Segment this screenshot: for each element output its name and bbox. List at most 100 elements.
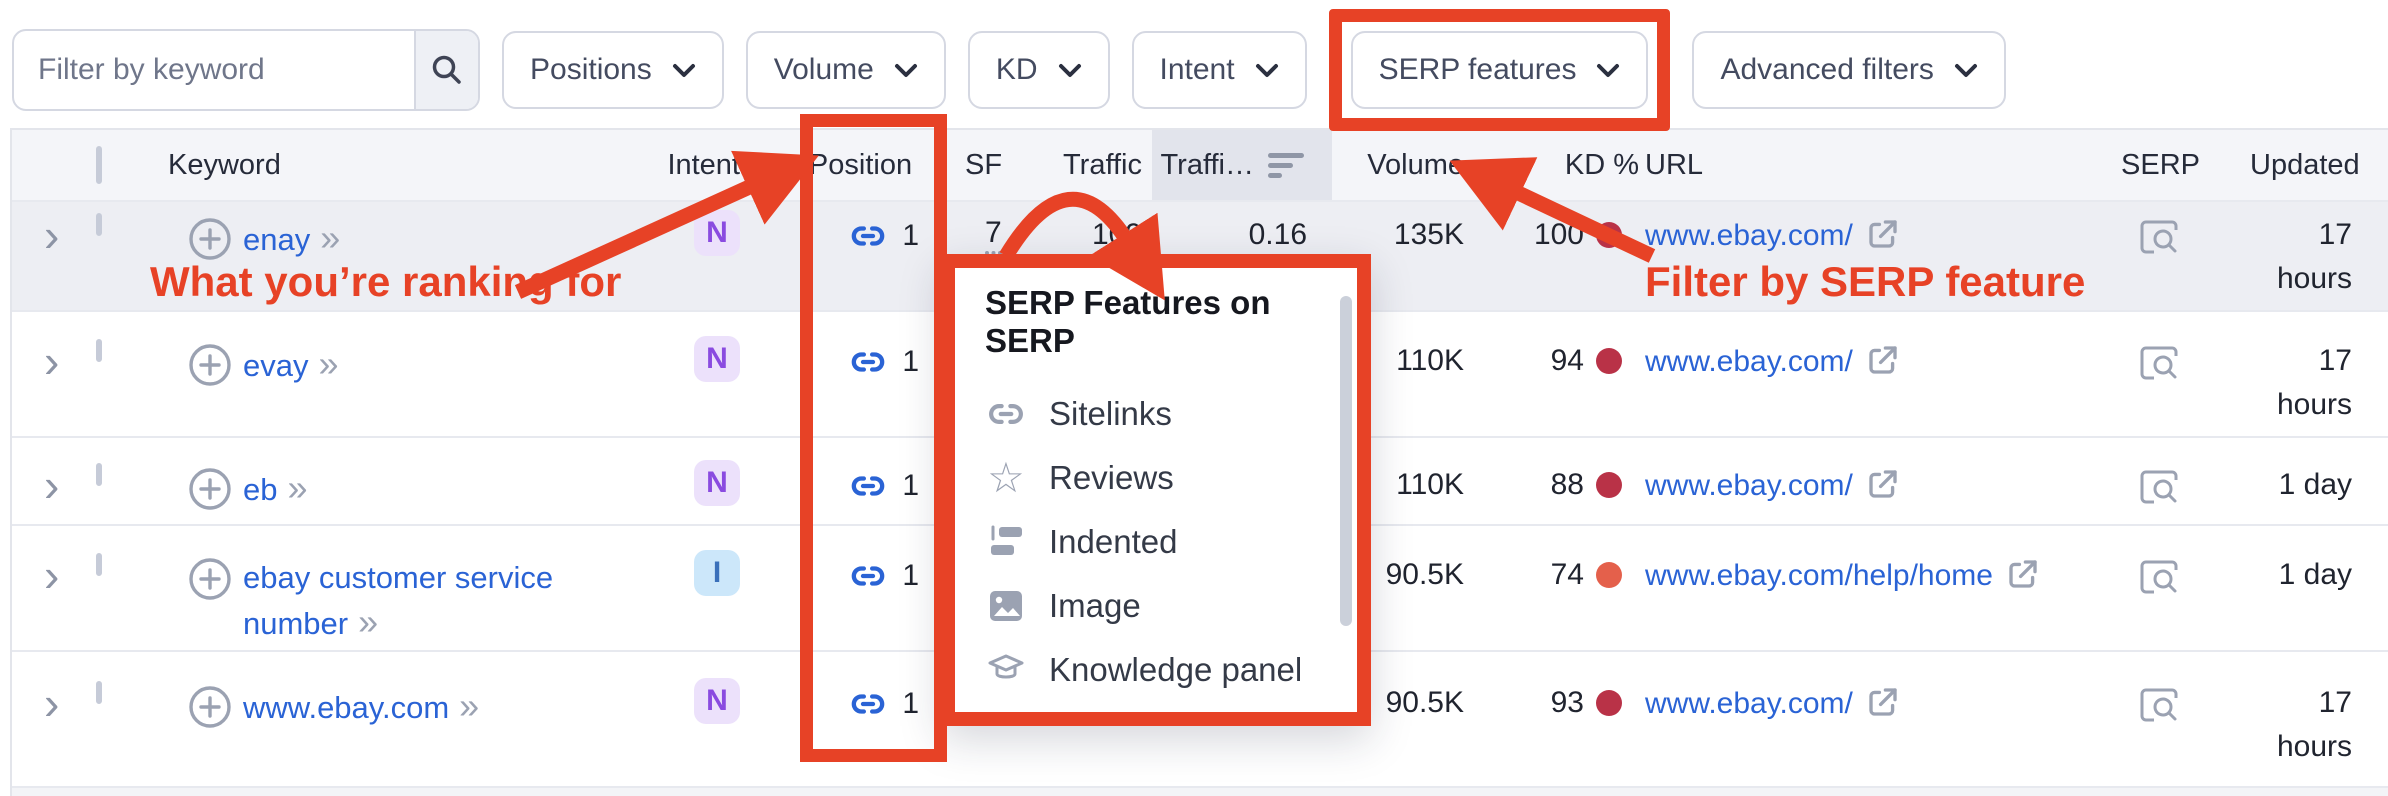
kd-value: 88 xyxy=(1550,468,1584,501)
external-link-icon[interactable] xyxy=(1865,466,1901,502)
popup-scrollbar[interactable] xyxy=(1340,296,1352,626)
keyword-link[interactable]: enay xyxy=(243,222,311,257)
row-checkbox[interactable] xyxy=(96,213,102,236)
header-traffic[interactable]: Traffic xyxy=(1063,148,1142,181)
add-keyword-icon[interactable] xyxy=(187,466,233,512)
intent-badge: I xyxy=(694,550,740,596)
header-sf[interactable]: SF xyxy=(965,148,1003,181)
header-position[interactable]: Position xyxy=(808,148,913,181)
external-link-icon[interactable] xyxy=(1865,342,1901,378)
url-link[interactable]: www.ebay.com/ xyxy=(1645,219,1853,252)
sitelinks-icon xyxy=(989,404,1023,424)
search-button[interactable] xyxy=(414,31,478,109)
updated-value: 17 hours xyxy=(2276,344,2352,421)
kd-dropdown[interactable]: KD xyxy=(967,31,1110,109)
kd-value: 74 xyxy=(1550,558,1584,591)
sitelinks-position-icon xyxy=(852,226,885,246)
popup-item-label: Image xyxy=(1049,587,1141,624)
keyword-filter-input[interactable] xyxy=(14,31,414,109)
expand-row-chevron[interactable]: › xyxy=(44,549,60,601)
add-keyword-icon[interactable] xyxy=(187,342,233,388)
row-checkbox[interactable] xyxy=(96,463,102,486)
expand-row-chevron[interactable]: › xyxy=(44,677,60,729)
position-value[interactable]: 1 xyxy=(902,559,919,592)
header-updated[interactable]: Updated xyxy=(2250,148,2360,181)
header-traffic-sorted[interactable]: Traffi… xyxy=(1152,130,1332,200)
sitelinks-position-icon xyxy=(852,566,885,586)
header-kd[interactable]: KD % xyxy=(1564,148,1639,181)
header-checkbox-cell xyxy=(88,145,160,184)
external-link-icon[interactable] xyxy=(1865,684,1901,720)
popup-item-label: Reviews xyxy=(1049,459,1174,496)
volume-dropdown-label: Volume xyxy=(773,53,874,86)
view-serp-icon[interactable] xyxy=(2136,684,2182,726)
position-value[interactable]: 1 xyxy=(902,345,919,378)
kd-dot xyxy=(1596,562,1622,588)
header-volume[interactable]: Volume xyxy=(1367,148,1464,181)
expand-row-chevron[interactable]: › xyxy=(44,209,60,261)
kd-dot xyxy=(1596,348,1622,374)
serp-features-dropdown-label: SERP features xyxy=(1378,53,1577,86)
kd-value: 94 xyxy=(1550,344,1584,377)
url-link[interactable]: www.ebay.com/ xyxy=(1645,687,1853,720)
url-link[interactable]: www.ebay.com/ xyxy=(1645,469,1853,502)
open-keyword-icon[interactable]: » xyxy=(358,601,379,642)
intent-dropdown[interactable]: Intent xyxy=(1131,31,1307,109)
position-value[interactable]: 1 xyxy=(902,687,919,720)
open-keyword-icon[interactable]: » xyxy=(287,467,308,508)
view-serp-icon[interactable] xyxy=(2136,342,2182,384)
volume-value: 90.5K xyxy=(1385,558,1464,591)
select-all-checkbox[interactable] xyxy=(96,145,102,184)
row-checkbox[interactable] xyxy=(96,553,102,576)
view-serp-icon[interactable] xyxy=(2136,556,2182,598)
intent-dropdown-label: Intent xyxy=(1159,53,1235,86)
add-keyword-icon[interactable] xyxy=(187,216,233,262)
url-link[interactable]: www.ebay.com/help/home xyxy=(1645,559,1993,592)
header-url: URL xyxy=(1645,148,1704,181)
sf-value[interactable]: 7 xyxy=(985,216,1002,255)
volume-value: 110K xyxy=(1396,344,1464,377)
popup-item-label: Knowledge panel xyxy=(1049,651,1303,688)
row-checkbox[interactable] xyxy=(96,681,102,704)
filter-bar: Positions Volume KD Intent SERP features… xyxy=(12,8,2006,132)
keyword-link[interactable]: www.ebay.com xyxy=(243,690,450,725)
open-keyword-icon[interactable]: » xyxy=(459,685,480,726)
open-keyword-icon[interactable]: » xyxy=(318,343,339,384)
keyword-filter xyxy=(12,29,480,111)
intent-badge: N xyxy=(694,336,740,382)
position-value[interactable]: 1 xyxy=(902,219,919,252)
annotation-ranking-label: What you’re ranking for xyxy=(150,258,622,305)
open-keyword-icon[interactable]: » xyxy=(320,217,341,258)
expand-row-chevron[interactable]: › xyxy=(44,459,60,511)
indented-icon xyxy=(991,525,1022,555)
popup-item-label: Indented xyxy=(1049,523,1178,560)
kd-value: 100 xyxy=(1533,218,1584,251)
keyword-link[interactable]: ebay customer service number xyxy=(243,560,554,641)
volume-dropdown[interactable]: Volume xyxy=(745,31,946,109)
positions-dropdown-label: Positions xyxy=(530,53,652,86)
table-header-row: Keyword Intent Position SF Traffic Traff… xyxy=(12,128,2388,202)
serp-features-dropdown[interactable]: SERP features xyxy=(1350,31,1649,109)
popup-item-image: Image xyxy=(985,574,1357,638)
url-link[interactable]: www.ebay.com/ xyxy=(1645,345,1853,378)
external-link-icon[interactable] xyxy=(2005,556,2041,592)
updated-value: 1 day xyxy=(2278,468,2352,501)
annotation-serp-filter-label: Filter by SERP feature xyxy=(1645,258,2086,305)
view-serp-icon[interactable] xyxy=(2136,216,2182,258)
chevron-down-icon xyxy=(1058,63,1081,77)
add-keyword-icon[interactable] xyxy=(187,684,233,730)
add-keyword-icon[interactable] xyxy=(187,556,233,602)
external-link-icon[interactable] xyxy=(1865,216,1901,252)
keyword-link[interactable]: eb xyxy=(243,472,278,507)
expand-row-chevron[interactable]: › xyxy=(44,335,60,387)
view-serp-icon[interactable] xyxy=(2136,466,2182,508)
row-checkbox[interactable] xyxy=(96,339,102,362)
keyword-link[interactable]: evay xyxy=(243,348,309,383)
position-value[interactable]: 1 xyxy=(902,469,919,502)
positions-dropdown[interactable]: Positions xyxy=(502,31,724,109)
kd-value: 93 xyxy=(1550,686,1584,719)
position-column-highlight-box xyxy=(800,114,947,762)
advanced-filters-dropdown[interactable]: Advanced filters xyxy=(1692,31,2006,109)
updated-value: 17 hours xyxy=(2276,218,2352,295)
traffic-pct-value: 0.16 xyxy=(1248,218,1307,251)
